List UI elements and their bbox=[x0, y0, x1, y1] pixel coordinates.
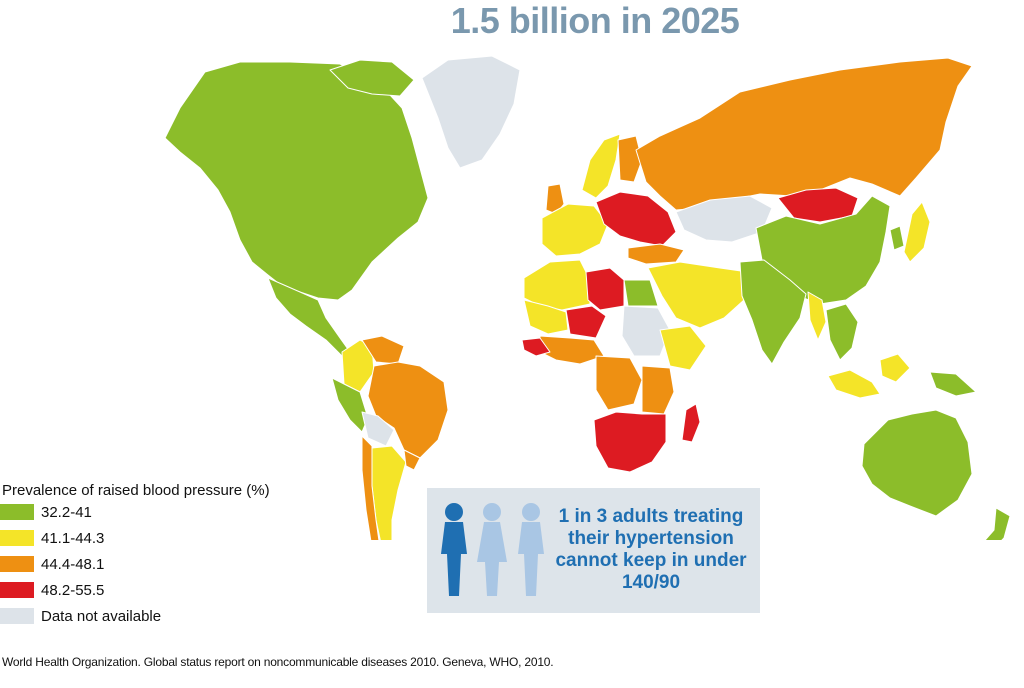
map-region bbox=[621, 305, 671, 357]
legend-swatch bbox=[0, 504, 34, 520]
woman-icon bbox=[477, 503, 507, 596]
legend-label: 32.2-41 bbox=[41, 503, 92, 521]
legend-label: 44.4-48.1 bbox=[41, 555, 105, 573]
map-region bbox=[585, 267, 625, 311]
legend-title: Prevalence of raised blood pressure (%) bbox=[2, 482, 270, 499]
legend-item: 41.1-44.3 bbox=[0, 525, 330, 551]
map-region bbox=[903, 201, 931, 263]
map-region bbox=[421, 55, 521, 169]
map-region bbox=[627, 243, 685, 265]
map-title: 1.5 billion in 2025 bbox=[450, 0, 740, 41]
map-region bbox=[641, 365, 675, 415]
map-region bbox=[861, 409, 973, 517]
legend-label: Data not available bbox=[41, 607, 162, 625]
legend-item: 32.2-41 bbox=[0, 499, 330, 525]
map-region bbox=[521, 337, 551, 357]
map-region bbox=[635, 57, 973, 211]
map-region bbox=[539, 335, 605, 365]
map-region bbox=[581, 133, 621, 199]
legend-item: 44.4-48.1 bbox=[0, 551, 330, 577]
map-region bbox=[164, 61, 429, 301]
people-figures bbox=[441, 503, 544, 596]
callout-text: 1 in 3 adults treating their hypertensio… bbox=[555, 506, 747, 593]
map-region bbox=[403, 449, 421, 471]
map-region bbox=[361, 335, 405, 365]
map-region bbox=[367, 361, 449, 459]
map-legend: Prevalence of raised blood pressure (%) … bbox=[0, 482, 330, 629]
hypertension-callout: 1 in 3 adults treating their hypertensio… bbox=[427, 488, 760, 613]
man-icon bbox=[441, 503, 467, 596]
map-region bbox=[593, 411, 667, 473]
map-region bbox=[739, 259, 807, 365]
map-region bbox=[595, 191, 677, 247]
map-region bbox=[565, 305, 607, 339]
legend-label: 48.2-55.5 bbox=[41, 581, 105, 599]
legend-item: 48.2-55.5 bbox=[0, 577, 330, 603]
map-region bbox=[523, 299, 569, 335]
map-region bbox=[827, 369, 881, 399]
map-region bbox=[329, 59, 415, 97]
world-map bbox=[164, 55, 1011, 540]
map-region bbox=[929, 371, 977, 397]
legend-swatch bbox=[0, 582, 34, 598]
legend-swatch bbox=[0, 530, 34, 546]
legend-swatch bbox=[0, 608, 34, 624]
map-region bbox=[807, 291, 827, 341]
map-region bbox=[541, 203, 609, 257]
map-region bbox=[361, 411, 395, 447]
map-region bbox=[889, 225, 905, 251]
man-icon bbox=[518, 503, 544, 596]
legend-item: Data not available bbox=[0, 603, 330, 629]
map-region bbox=[623, 279, 659, 307]
map-region bbox=[523, 259, 591, 311]
source-citation: World Health Organization. Global status… bbox=[2, 655, 554, 669]
map-region bbox=[595, 355, 643, 411]
map-region bbox=[681, 403, 701, 443]
map-region bbox=[825, 303, 859, 361]
legend-label: 41.1-44.3 bbox=[41, 529, 105, 547]
map-region bbox=[361, 435, 380, 540]
map-region bbox=[984, 507, 1011, 540]
map-region bbox=[879, 353, 911, 383]
map-region bbox=[617, 135, 643, 183]
map-region bbox=[659, 325, 707, 371]
legend-swatch bbox=[0, 556, 34, 572]
map-region bbox=[647, 261, 749, 329]
